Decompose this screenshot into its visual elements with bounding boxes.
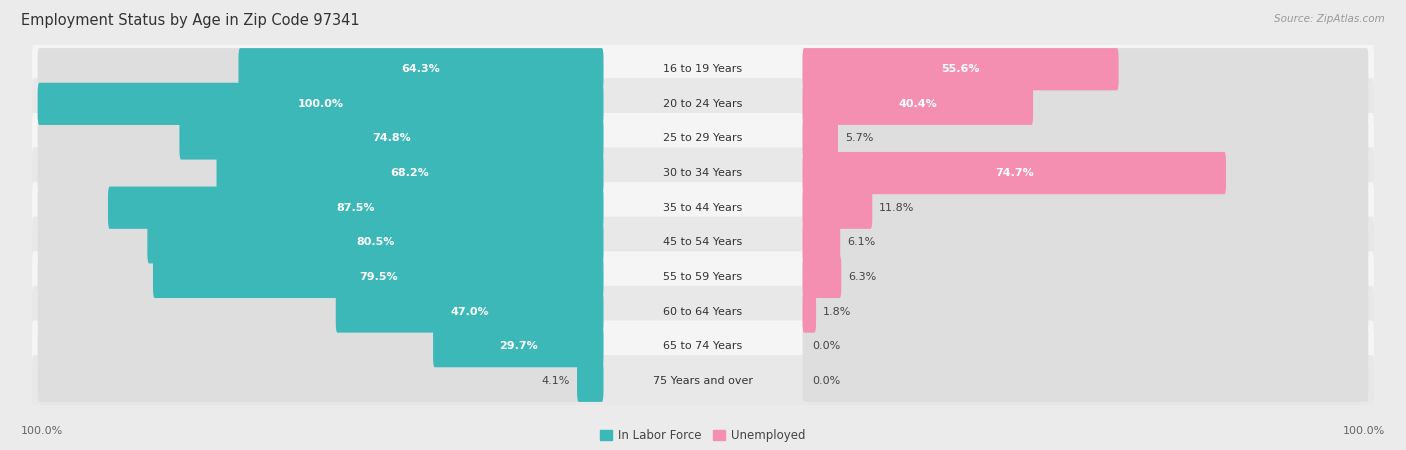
- FancyBboxPatch shape: [217, 152, 603, 194]
- Text: 60 to 64 Years: 60 to 64 Years: [664, 306, 742, 316]
- FancyBboxPatch shape: [38, 83, 603, 125]
- Text: 16 to 19 Years: 16 to 19 Years: [664, 64, 742, 74]
- Text: 40.4%: 40.4%: [898, 99, 938, 109]
- Text: 100.0%: 100.0%: [1343, 427, 1385, 436]
- Text: 68.2%: 68.2%: [391, 168, 429, 178]
- FancyBboxPatch shape: [32, 251, 1374, 302]
- Text: 4.1%: 4.1%: [541, 376, 571, 386]
- Text: 6.3%: 6.3%: [848, 272, 876, 282]
- FancyBboxPatch shape: [108, 187, 603, 229]
- FancyBboxPatch shape: [803, 117, 1368, 160]
- Legend: In Labor Force, Unemployed: In Labor Force, Unemployed: [600, 429, 806, 442]
- Text: 80.5%: 80.5%: [356, 237, 395, 248]
- FancyBboxPatch shape: [803, 48, 1119, 90]
- FancyBboxPatch shape: [38, 48, 603, 90]
- Text: 6.1%: 6.1%: [846, 237, 875, 248]
- Text: 20 to 24 Years: 20 to 24 Years: [664, 99, 742, 109]
- Text: Source: ZipAtlas.com: Source: ZipAtlas.com: [1274, 14, 1385, 23]
- FancyBboxPatch shape: [32, 148, 1374, 199]
- Text: 0.0%: 0.0%: [813, 376, 841, 386]
- Text: 87.5%: 87.5%: [336, 202, 375, 213]
- FancyBboxPatch shape: [32, 182, 1374, 233]
- FancyBboxPatch shape: [38, 83, 603, 125]
- FancyBboxPatch shape: [803, 83, 1368, 125]
- FancyBboxPatch shape: [803, 83, 1033, 125]
- FancyBboxPatch shape: [803, 325, 1368, 367]
- FancyBboxPatch shape: [803, 221, 841, 263]
- Text: 11.8%: 11.8%: [879, 202, 914, 213]
- Text: 0.0%: 0.0%: [813, 341, 841, 351]
- FancyBboxPatch shape: [180, 117, 603, 160]
- FancyBboxPatch shape: [38, 256, 603, 298]
- FancyBboxPatch shape: [38, 152, 603, 194]
- Text: 100.0%: 100.0%: [298, 99, 343, 109]
- FancyBboxPatch shape: [153, 256, 603, 298]
- FancyBboxPatch shape: [32, 44, 1374, 95]
- Text: 25 to 29 Years: 25 to 29 Years: [664, 134, 742, 144]
- Text: Employment Status by Age in Zip Code 97341: Employment Status by Age in Zip Code 973…: [21, 14, 360, 28]
- FancyBboxPatch shape: [433, 325, 603, 367]
- Text: 45 to 54 Years: 45 to 54 Years: [664, 237, 742, 248]
- FancyBboxPatch shape: [239, 48, 603, 90]
- FancyBboxPatch shape: [803, 187, 1368, 229]
- Text: 30 to 34 Years: 30 to 34 Years: [664, 168, 742, 178]
- FancyBboxPatch shape: [803, 48, 1368, 90]
- FancyBboxPatch shape: [803, 360, 1368, 402]
- Text: 79.5%: 79.5%: [359, 272, 398, 282]
- FancyBboxPatch shape: [803, 187, 872, 229]
- Text: 35 to 44 Years: 35 to 44 Years: [664, 202, 742, 213]
- FancyBboxPatch shape: [38, 221, 603, 263]
- Text: 29.7%: 29.7%: [499, 341, 537, 351]
- FancyBboxPatch shape: [803, 221, 1368, 263]
- FancyBboxPatch shape: [38, 325, 603, 367]
- FancyBboxPatch shape: [336, 290, 603, 333]
- Text: 55.6%: 55.6%: [942, 64, 980, 74]
- Text: 64.3%: 64.3%: [402, 64, 440, 74]
- FancyBboxPatch shape: [38, 290, 603, 333]
- Text: 74.8%: 74.8%: [373, 134, 411, 144]
- Text: 75 Years and over: 75 Years and over: [652, 376, 754, 386]
- FancyBboxPatch shape: [38, 360, 603, 402]
- Text: 100.0%: 100.0%: [21, 427, 63, 436]
- FancyBboxPatch shape: [32, 355, 1374, 406]
- Text: 1.8%: 1.8%: [823, 306, 851, 316]
- Text: 5.7%: 5.7%: [845, 134, 873, 144]
- FancyBboxPatch shape: [32, 78, 1374, 130]
- FancyBboxPatch shape: [576, 360, 603, 402]
- FancyBboxPatch shape: [38, 117, 603, 160]
- FancyBboxPatch shape: [803, 290, 1368, 333]
- Text: 47.0%: 47.0%: [450, 306, 489, 316]
- FancyBboxPatch shape: [32, 217, 1374, 268]
- FancyBboxPatch shape: [803, 290, 815, 333]
- FancyBboxPatch shape: [32, 113, 1374, 164]
- FancyBboxPatch shape: [803, 117, 838, 160]
- FancyBboxPatch shape: [803, 152, 1226, 194]
- FancyBboxPatch shape: [803, 256, 1368, 298]
- FancyBboxPatch shape: [803, 152, 1368, 194]
- FancyBboxPatch shape: [148, 221, 603, 263]
- FancyBboxPatch shape: [38, 187, 603, 229]
- FancyBboxPatch shape: [32, 320, 1374, 372]
- Text: 74.7%: 74.7%: [995, 168, 1033, 178]
- FancyBboxPatch shape: [803, 256, 841, 298]
- FancyBboxPatch shape: [32, 286, 1374, 337]
- Text: 55 to 59 Years: 55 to 59 Years: [664, 272, 742, 282]
- Text: 65 to 74 Years: 65 to 74 Years: [664, 341, 742, 351]
